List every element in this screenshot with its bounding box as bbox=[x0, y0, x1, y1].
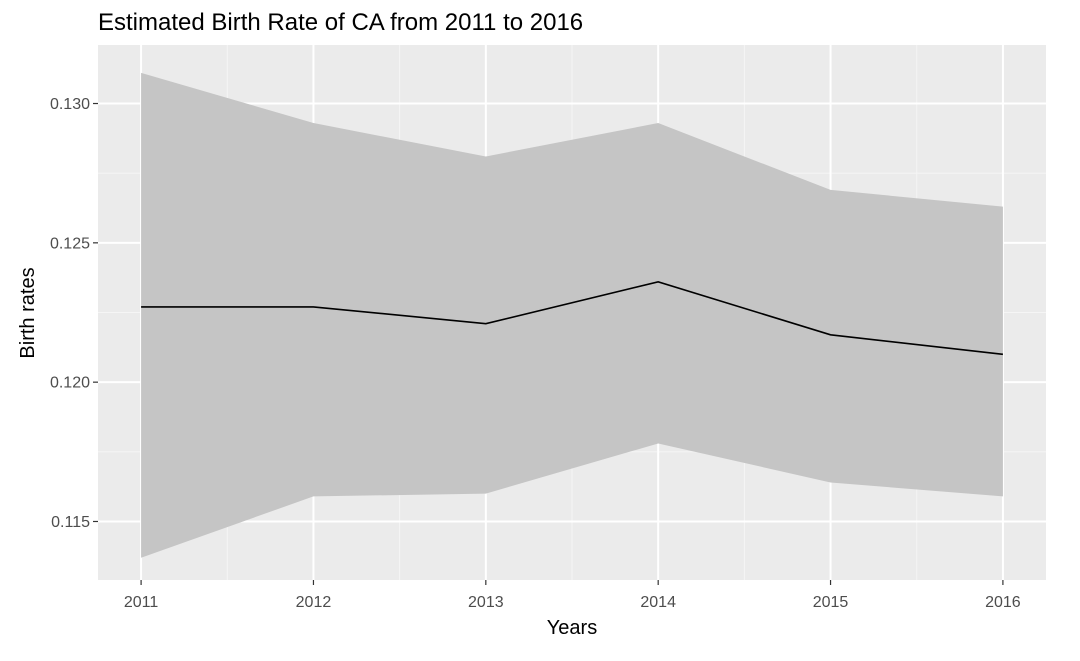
x-tick-label: 2013 bbox=[468, 594, 504, 611]
confidence-band bbox=[141, 72, 1003, 558]
x-tick-label: 2015 bbox=[813, 594, 849, 611]
x-axis: 2011 2012 2013 2014 2015 2016 bbox=[124, 580, 1021, 611]
y-axis: 0.115 0.120 0.125 0.130 bbox=[50, 96, 98, 531]
chart-title: Estimated Birth Rate of CA from 2011 to … bbox=[98, 9, 583, 36]
x-tick-label: 2014 bbox=[640, 594, 676, 611]
x-tick-label: 2016 bbox=[985, 594, 1021, 611]
y-tick-label: 0.115 bbox=[51, 514, 90, 531]
y-tick-label: 0.130 bbox=[50, 96, 90, 113]
y-tick-label: 0.125 bbox=[50, 235, 90, 252]
x-tick-label: 2012 bbox=[296, 594, 332, 611]
y-tick-label: 0.120 bbox=[50, 375, 90, 392]
series-line bbox=[141, 281, 1003, 356]
x-tick-label: 2011 bbox=[124, 594, 159, 611]
y-axis-title: Birth rates bbox=[17, 267, 39, 358]
x-axis-title: Years bbox=[547, 617, 597, 639]
